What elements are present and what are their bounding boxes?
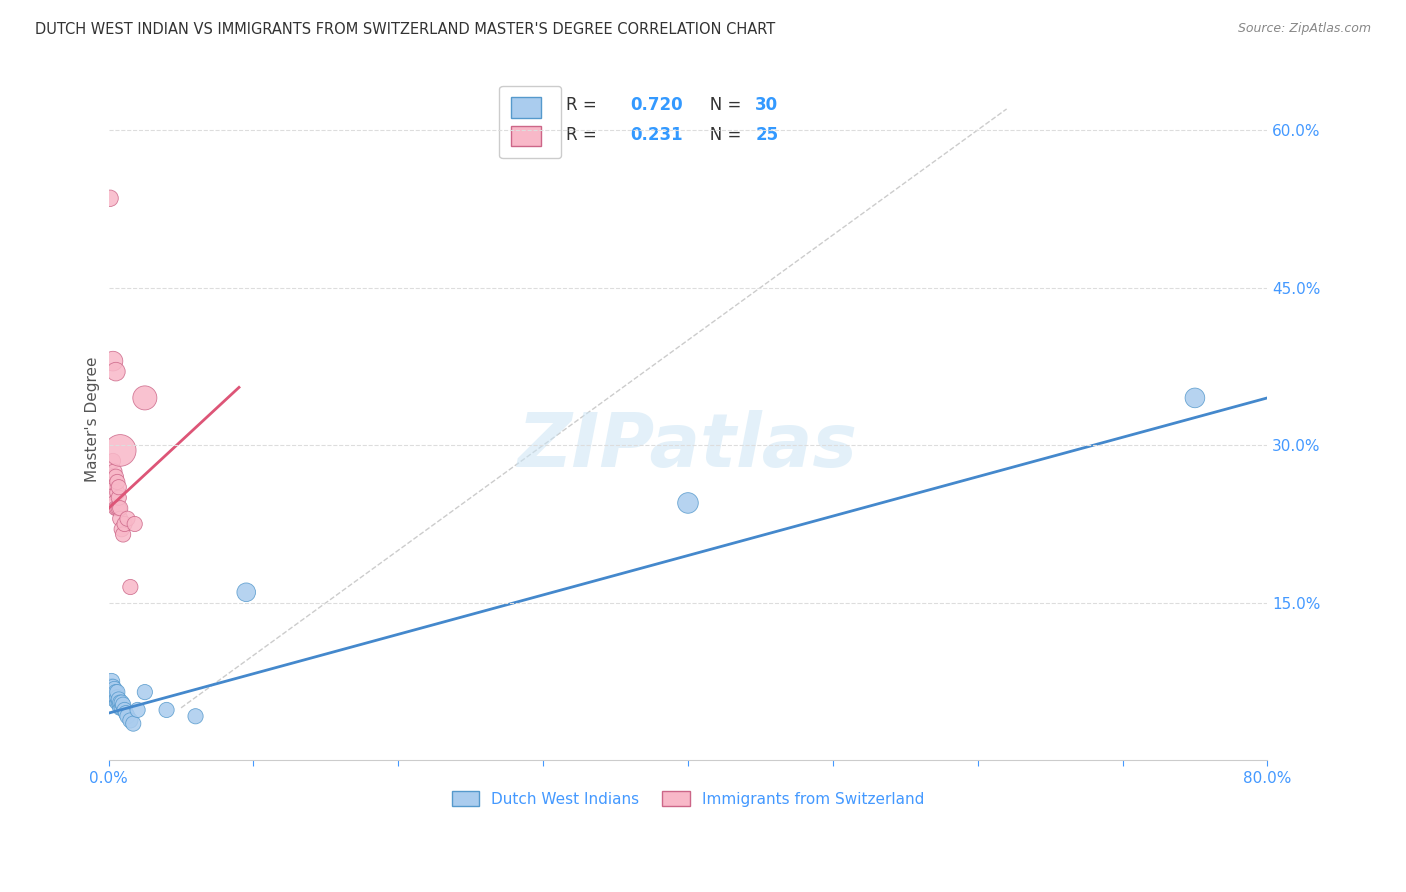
Point <box>114 703 136 717</box>
Point <box>105 501 128 516</box>
Point <box>105 475 128 489</box>
Text: ZIPatlas: ZIPatlas <box>517 409 858 483</box>
Point <box>98 685 121 699</box>
Point <box>107 491 129 505</box>
Point <box>101 454 124 468</box>
Point <box>101 685 124 699</box>
Point <box>100 680 122 694</box>
Text: Source: ZipAtlas.com: Source: ZipAtlas.com <box>1237 22 1371 36</box>
Point <box>103 692 125 706</box>
Y-axis label: Master's Degree: Master's Degree <box>86 356 100 482</box>
Point <box>100 674 122 689</box>
Point <box>112 698 135 712</box>
Point <box>155 703 177 717</box>
Point <box>117 512 139 526</box>
Point <box>103 688 125 702</box>
Point <box>104 365 127 379</box>
Point <box>104 685 127 699</box>
Point <box>105 696 128 710</box>
Point <box>111 696 134 710</box>
Point <box>676 496 699 510</box>
Point <box>110 512 132 526</box>
Point <box>134 685 156 699</box>
Text: R =: R = <box>567 127 607 145</box>
Point <box>104 501 127 516</box>
Point <box>111 701 134 715</box>
Point <box>111 522 134 536</box>
Text: 0.720: 0.720 <box>630 95 683 114</box>
Text: 30: 30 <box>755 95 779 114</box>
Text: 25: 25 <box>755 127 779 145</box>
Point <box>107 480 129 494</box>
Point <box>120 714 142 728</box>
Text: N =: N = <box>693 127 747 145</box>
Point <box>104 690 127 705</box>
Point <box>117 709 139 723</box>
Point <box>1184 391 1206 405</box>
Text: N =: N = <box>693 95 747 114</box>
Point <box>110 501 132 516</box>
Point <box>134 391 156 405</box>
Point <box>107 696 129 710</box>
Point <box>122 716 145 731</box>
Point <box>127 703 149 717</box>
Point <box>110 443 132 458</box>
Point <box>110 696 132 710</box>
Point <box>105 485 128 500</box>
Point <box>103 496 125 510</box>
Point <box>184 709 207 723</box>
Point <box>120 580 142 594</box>
Point <box>110 701 132 715</box>
Text: 0.231: 0.231 <box>630 127 683 145</box>
Point <box>103 681 125 696</box>
Point <box>101 690 124 705</box>
Point <box>107 501 129 516</box>
Point <box>235 585 257 599</box>
Point <box>114 516 136 531</box>
Point <box>105 690 128 705</box>
Point <box>98 485 121 500</box>
Point <box>107 692 129 706</box>
Point <box>100 475 122 489</box>
Point <box>105 685 128 699</box>
Text: R =: R = <box>567 95 607 114</box>
Point <box>101 469 124 483</box>
Point <box>101 680 124 694</box>
Point <box>112 527 135 541</box>
Point <box>104 469 127 483</box>
Legend: Dutch West Indians, Immigrants from Switzerland: Dutch West Indians, Immigrants from Swit… <box>444 783 932 814</box>
Point <box>98 191 121 205</box>
Point <box>124 516 146 531</box>
Text: DUTCH WEST INDIAN VS IMMIGRANTS FROM SWITZERLAND MASTER'S DEGREE CORRELATION CHA: DUTCH WEST INDIAN VS IMMIGRANTS FROM SWI… <box>35 22 775 37</box>
Point <box>115 706 138 720</box>
Point <box>103 465 125 479</box>
Point <box>101 354 124 368</box>
